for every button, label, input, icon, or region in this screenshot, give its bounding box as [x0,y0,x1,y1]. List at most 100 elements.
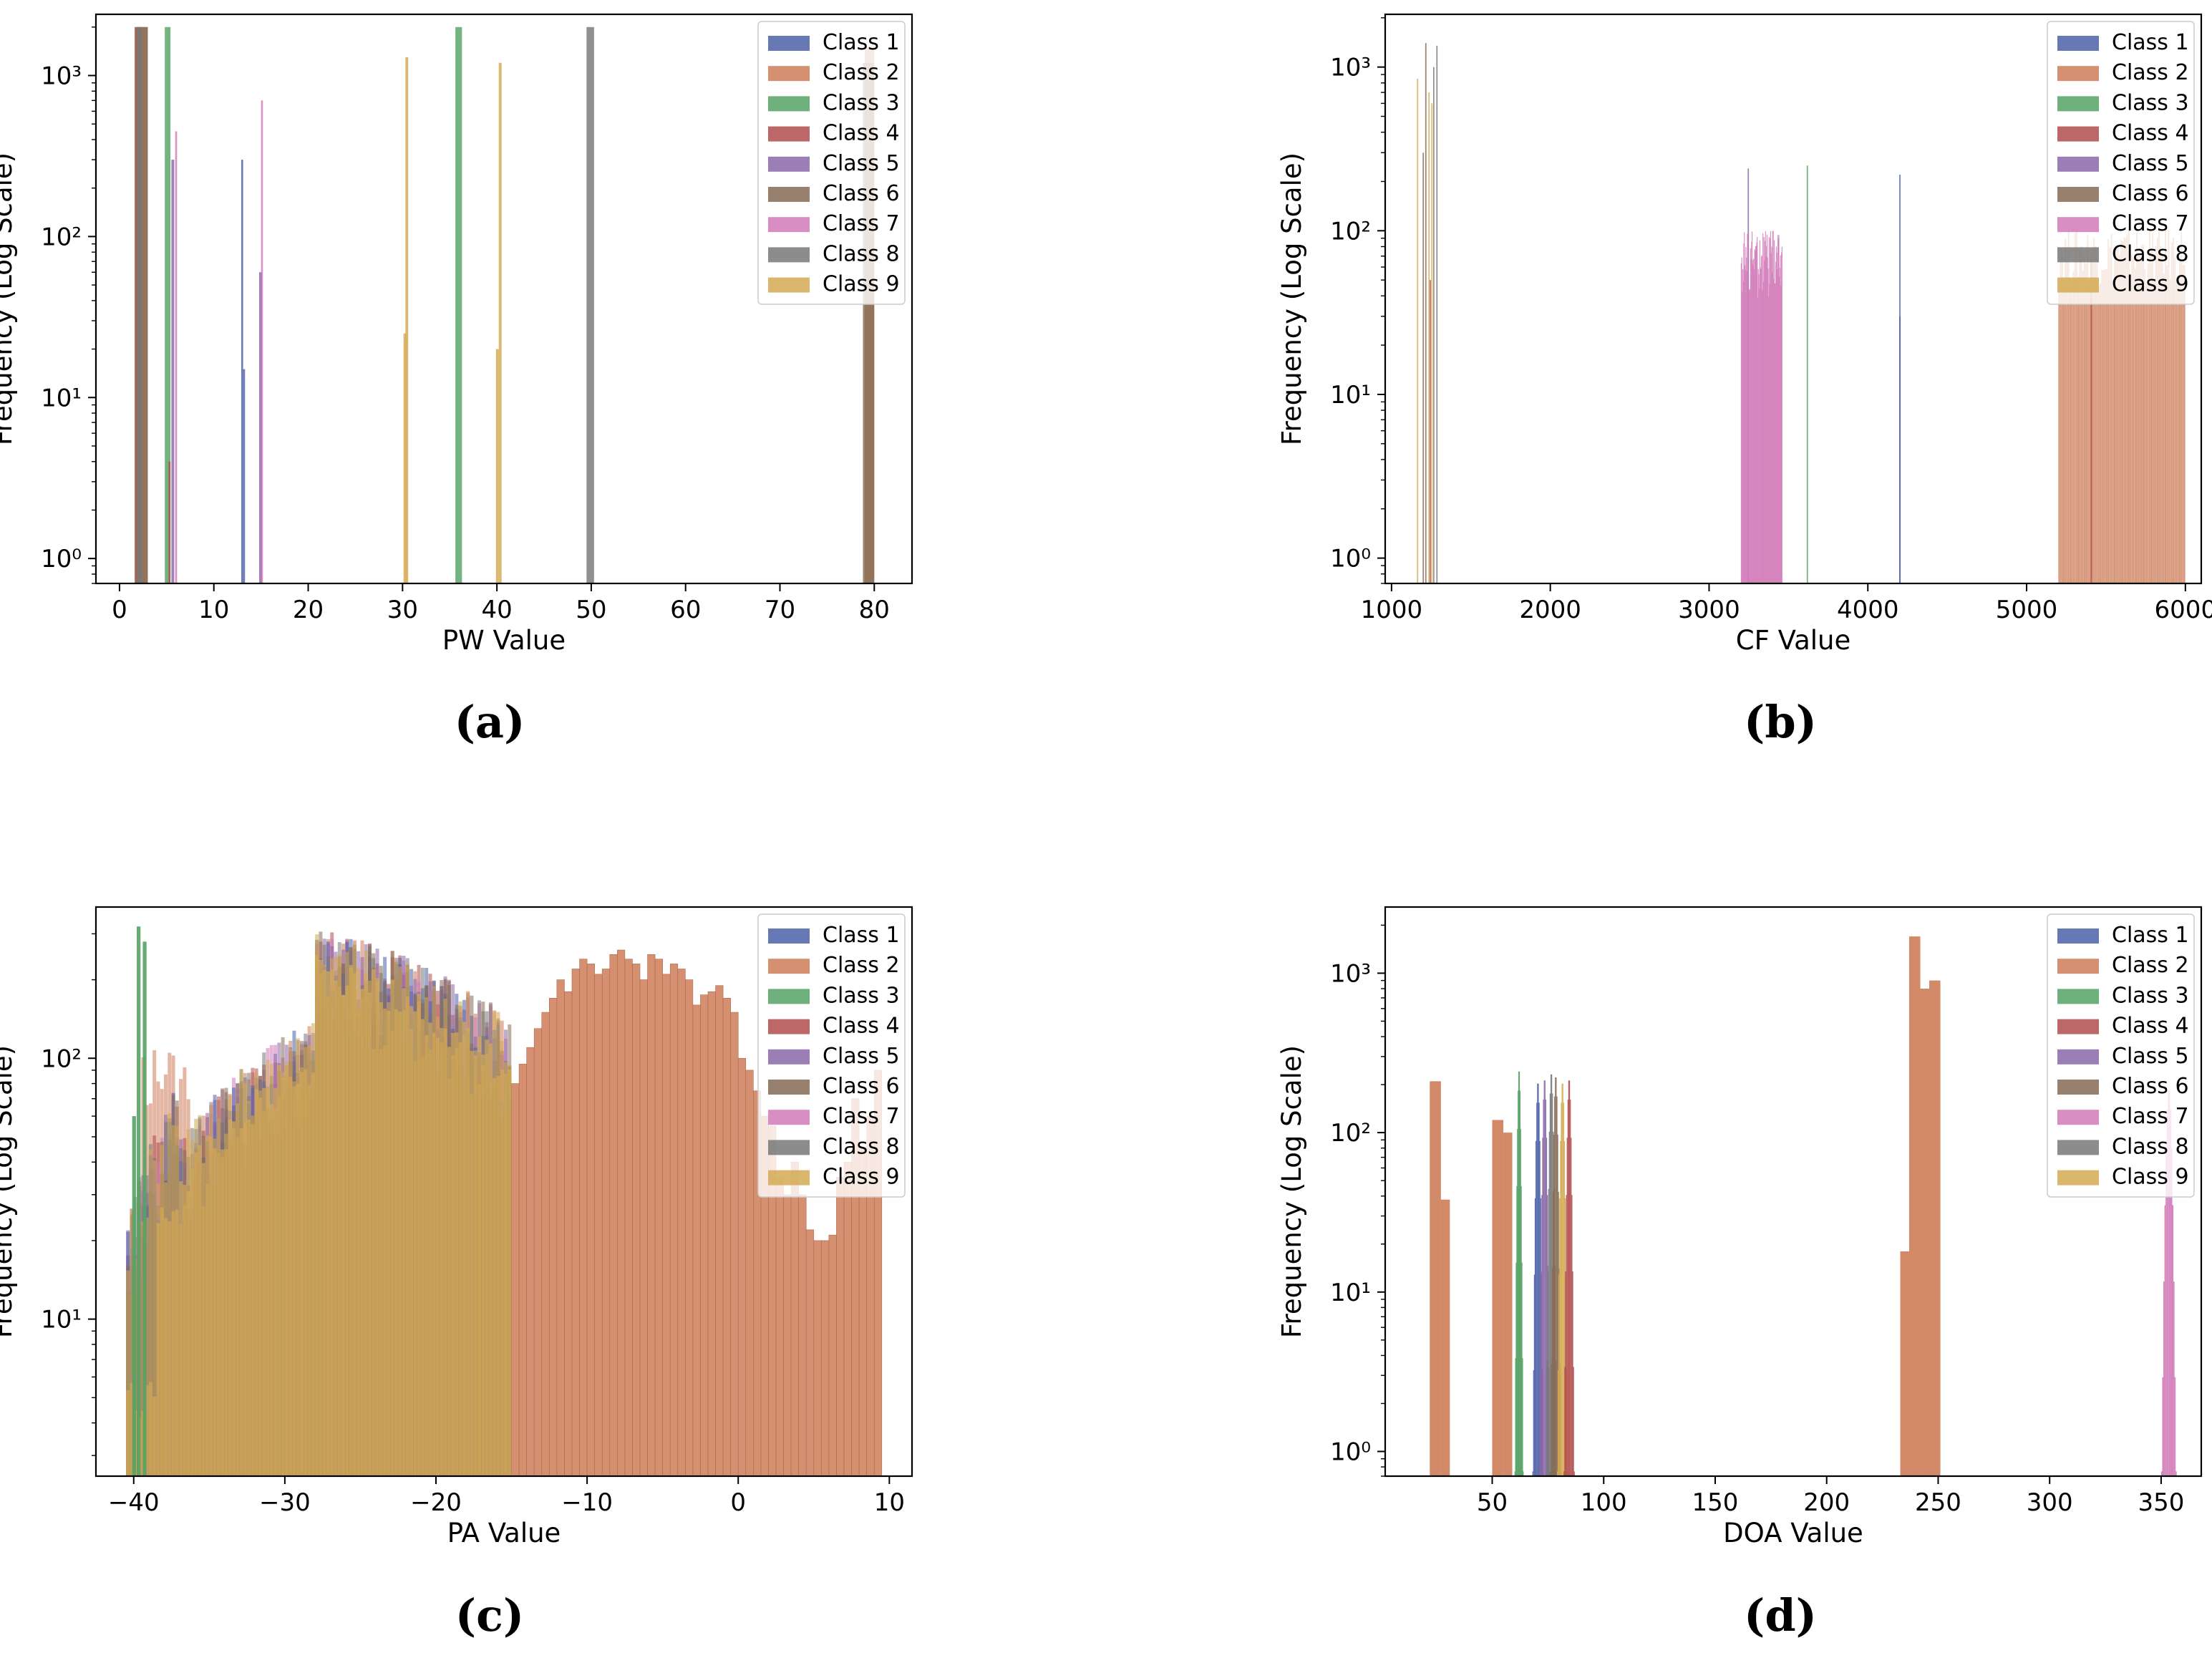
bar-class-4 [1571,1195,1573,1476]
legend-swatch-class-9 [768,277,810,293]
bar-class-2 [1503,1133,1513,1476]
legend-label-class-1: Class 1 [2112,923,2189,948]
bar-class-9 [269,1104,273,1476]
legend: Class 1 Class 2 Class 3 Class 4 Class 5 Class… [2047,913,2195,1198]
bar-class-9 [462,1022,466,1476]
y-tick-label: 10² [41,1044,82,1073]
legend-swatch-class-2 [768,959,810,974]
bar-class-2 [2114,251,2116,583]
bar-class-2 [2066,261,2068,583]
x-tick-label: 70 [765,596,795,624]
bar-class-9 [145,1385,149,1476]
legend-swatch-class-1 [2057,929,2099,944]
x-tick-label: 50 [576,596,606,624]
bar-class-7 [1747,291,1750,583]
bar-class-7 [1743,243,1745,583]
bar-class-9 [451,1032,455,1476]
bar-class-7 [1767,268,1769,583]
bar-class-9 [148,1149,152,1476]
bar-class-2 [556,979,565,1476]
bar-class-9 [405,57,409,583]
bar-class-2 [2075,228,2077,583]
legend-label-class-3: Class 3 [823,983,900,1008]
bar-class-9 [160,1207,164,1476]
bar-class-2 [700,994,709,1476]
bar-class-7 [1781,252,1782,583]
bar-class-7 [1752,260,1754,583]
bar-class-9 [236,1103,240,1476]
bar-class-1 [243,369,246,583]
bar-class-3 [1518,1071,1520,1476]
bar-class-9 [443,1028,447,1476]
bar-class-9 [201,1163,205,1476]
y-tick-label: 10² [1330,217,1371,246]
bar-class-9 [247,1120,251,1476]
bar-class-9 [205,1135,210,1476]
bar-class-7 [1769,284,1770,583]
bar-class-2 [2091,255,2093,583]
bar-class-2 [692,1004,701,1476]
x-axis-label: PA Value [447,1518,561,1548]
bar-class-7 [2172,1205,2174,1476]
bar-class-5 [1544,1080,1546,1476]
legend-label-class-8: Class 8 [823,241,900,266]
bar-class-2 [2156,237,2158,583]
bar-class-9 [413,1011,417,1476]
bar-class-4 [1566,1138,1568,1476]
legend-swatch-class-8 [768,1140,810,1155]
bar-class-9 [485,1039,489,1476]
x-tick-label: 150 [1692,1488,1739,1517]
bar-class-5 [1542,1138,1543,1476]
y-tick-label: 10³ [1330,959,1371,988]
legend-label-class-3: Class 3 [823,90,900,115]
bar-class-4 [1565,1271,1566,1476]
bar-class-2 [624,959,633,1476]
bar-class-2 [2168,231,2170,583]
bar-class-7 [1773,278,1775,583]
bar-class-3 [1520,1186,1522,1476]
bar-class-6 [1551,1268,1553,1476]
bar-class-9 [1563,1140,1566,1476]
bar-class-9 [496,1076,500,1476]
bar-class-2 [2074,233,2076,583]
bar-class-5 [1538,1471,1541,1476]
bar-class-2 [2148,230,2150,583]
y-tick-label: 10¹ [1330,1279,1371,1307]
legend-swatch-class-9 [768,1170,810,1186]
bar-class-2 [813,1240,822,1476]
x-tick-label: 2000 [1519,596,1581,624]
bar-class-2 [2181,232,2183,583]
bar-class-2 [2183,264,2186,583]
legend-swatch-class-5 [2057,1049,2099,1065]
bar-class-9 [273,1087,278,1476]
bar-class-7 [1750,259,1752,583]
bar-class-9 [420,1019,425,1476]
bar-class-4 [1570,1099,1571,1476]
legend-label-class-5: Class 5 [823,151,900,176]
y-axis-label: Frequency (Log Scale) [1276,152,1307,445]
legend-label-class-3: Class 3 [2112,983,2189,1008]
legend-label-class-5: Class 5 [823,1044,900,1069]
x-tick-label: 100 [1581,1488,1627,1517]
legend-swatch-class-6 [2057,1080,2099,1095]
x-tick-label: −40 [108,1488,160,1517]
legend-label-class-1: Class 1 [823,923,900,948]
bar-class-9 [495,349,499,583]
bar-class-9 [311,1072,315,1476]
bar-class-9 [1428,92,1430,583]
x-tick-label: 0 [112,596,127,624]
bar-class-8 [1549,1093,1551,1476]
plot-area [1430,936,2177,1476]
bar-class-7 [2174,1377,2176,1476]
legend-label-class-4: Class 4 [823,121,900,146]
bar-class-7 [1745,247,1747,583]
legend-label-class-1: Class 1 [2112,30,2189,55]
bar-class-7 [1779,276,1780,583]
bar-class-2 [579,959,588,1476]
bar-class-9 [390,979,394,1476]
bar-class-8 [1432,67,1435,583]
bar-class-2 [533,1028,543,1476]
bar-class-2 [2100,283,2102,583]
bar-class-3 [165,26,171,583]
bar-class-1 [1533,1369,1534,1476]
